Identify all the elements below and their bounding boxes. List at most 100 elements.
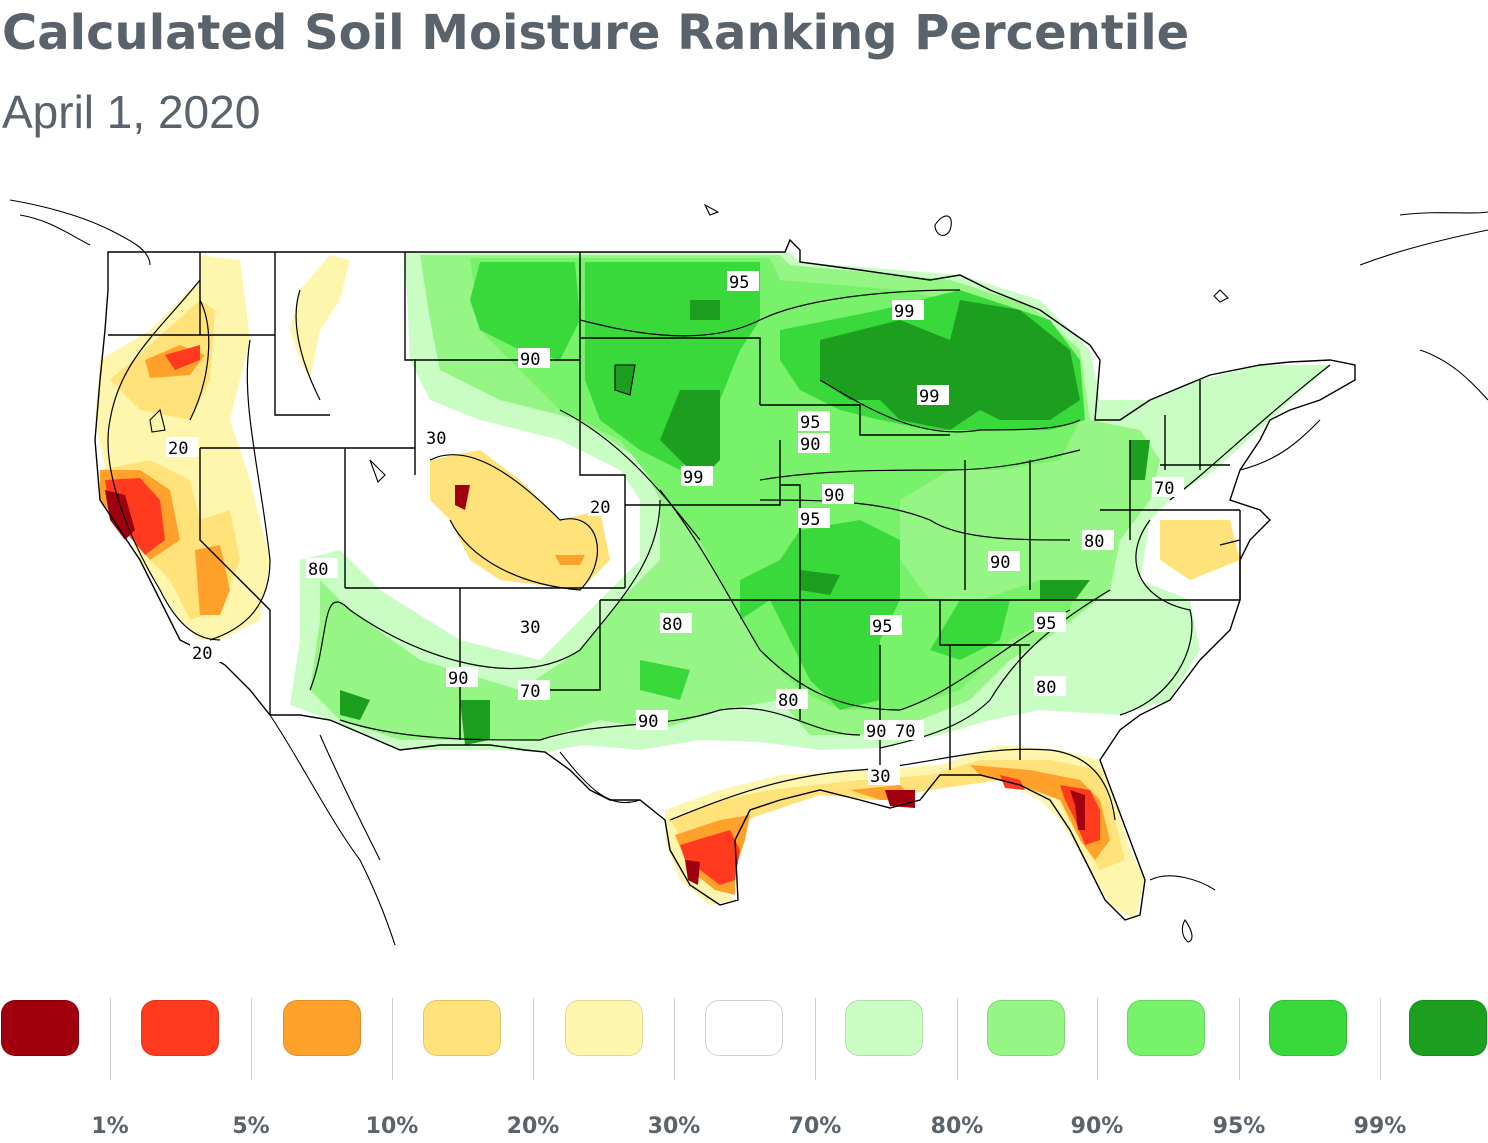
region-west-5pct bbox=[105, 345, 200, 555]
contour-label-80-carolina: 80 bbox=[1034, 676, 1066, 698]
svg-text:95: 95 bbox=[729, 273, 749, 293]
contour-label-90-arizona: 90 bbox=[446, 667, 478, 689]
svg-text:30: 30 bbox=[520, 618, 540, 638]
svg-text:80: 80 bbox=[1036, 678, 1056, 698]
contour-label-99-north: 99 bbox=[892, 300, 924, 322]
contour-label-90-plains: 90 bbox=[798, 433, 830, 455]
svg-text:80: 80 bbox=[778, 691, 798, 711]
soil-moisture-map: 95 99 90 99 95 90 99 90 95 70 30 20 20 8… bbox=[9, 199, 1488, 946]
legend-tick-80pct: 80% bbox=[930, 1114, 984, 1139]
svg-text:90: 90 bbox=[800, 435, 820, 455]
map-title: Calculated Soil Moisture Ranking Percent… bbox=[2, 5, 1190, 61]
legend-swatch-1 bbox=[1, 1000, 79, 1056]
contour-label-30-gulf: 30 bbox=[868, 765, 900, 787]
legend-divider bbox=[110, 998, 111, 1080]
svg-text:30: 30 bbox=[870, 767, 890, 787]
contour-label-95-kentucky: 95 bbox=[1034, 612, 1066, 634]
svg-text:70: 70 bbox=[520, 682, 540, 702]
percentile-legend: 1% 5% 10% 20% 30% 70% 80% 90% 95% 99% bbox=[0, 990, 1488, 1143]
svg-text:95: 95 bbox=[800, 510, 820, 530]
contour-label-20-california: 20 bbox=[190, 642, 222, 664]
legend-tick-95pct: 95% bbox=[1212, 1114, 1266, 1139]
legend-tick-5pct: 5% bbox=[232, 1114, 270, 1139]
legend-swatch-5 bbox=[565, 1000, 643, 1056]
legend-divider bbox=[392, 998, 393, 1080]
svg-text:80: 80 bbox=[308, 560, 328, 580]
legend-divider bbox=[1097, 998, 1098, 1080]
svg-text:99: 99 bbox=[683, 468, 703, 488]
map-date: April 1, 2020 bbox=[2, 86, 261, 138]
contour-label-90-ohio: 90 bbox=[988, 551, 1020, 573]
contour-label-70-louisiana: 70 bbox=[894, 720, 924, 742]
contour-label-30-utah: 30 bbox=[424, 427, 456, 449]
region-top-pct bbox=[340, 300, 1150, 745]
legend-divider bbox=[674, 998, 675, 1080]
legend-divider bbox=[1239, 998, 1240, 1080]
legend-swatch-10 bbox=[1269, 1000, 1347, 1056]
svg-text:95: 95 bbox=[872, 617, 892, 637]
svg-text:30: 30 bbox=[426, 429, 446, 449]
svg-text:80: 80 bbox=[1084, 532, 1104, 552]
svg-text:90: 90 bbox=[638, 712, 658, 732]
legend-tick-20pct: 20% bbox=[506, 1114, 560, 1139]
legend-swatch-4 bbox=[423, 1000, 501, 1056]
legend-tick-30pct: 30% bbox=[647, 1114, 701, 1139]
contour-label-99-nebraska: 99 bbox=[681, 466, 713, 488]
legend-divider bbox=[957, 998, 958, 1080]
contour-label-90-louisiana: 90 bbox=[864, 720, 894, 742]
contour-label-95-plains: 95 bbox=[798, 411, 830, 433]
svg-text:99: 99 bbox=[894, 302, 914, 322]
contour-label-95-north: 95 bbox=[727, 271, 759, 293]
svg-text:20: 20 bbox=[192, 644, 212, 664]
us-outline bbox=[94, 238, 1356, 921]
contour-label-95-kansas: 95 bbox=[798, 508, 830, 530]
svg-text:99: 99 bbox=[919, 387, 939, 407]
contour-label-20-oregon: 20 bbox=[166, 437, 198, 459]
contour-label-80-penn: 80 bbox=[1082, 530, 1114, 552]
svg-text:90: 90 bbox=[990, 553, 1010, 573]
region-gulf-5pct bbox=[680, 775, 1100, 885]
contour-label-70-newmexico: 70 bbox=[518, 680, 550, 702]
contour-label-20-colorado: 20 bbox=[588, 496, 620, 518]
legend-swatch-9 bbox=[1127, 1000, 1205, 1056]
legend-swatch-8 bbox=[987, 1000, 1065, 1056]
legend-swatch-2 bbox=[141, 1000, 219, 1056]
svg-text:95: 95 bbox=[800, 413, 820, 433]
svg-text:20: 20 bbox=[590, 498, 610, 518]
legend-swatch-6 bbox=[705, 1000, 783, 1056]
legend-swatch-11 bbox=[1409, 1000, 1487, 1056]
svg-text:95: 95 bbox=[1036, 614, 1056, 634]
legend-divider bbox=[251, 998, 252, 1080]
contour-label-80-oklahoma: 80 bbox=[660, 613, 692, 635]
legend-tick-10pct: 10% bbox=[365, 1114, 419, 1139]
neighbor-coastlines bbox=[9, 199, 1488, 946]
contour-label-90-montana: 90 bbox=[518, 348, 550, 370]
svg-text:90: 90 bbox=[448, 669, 468, 689]
contour-labels: 95 99 90 99 95 90 99 90 95 70 30 20 20 8… bbox=[166, 271, 1184, 787]
contour-label-90-kansas: 90 bbox=[822, 484, 854, 506]
contour-label-30-newmexico: 30 bbox=[518, 616, 550, 638]
legend-swatch-3 bbox=[283, 1000, 361, 1056]
legend-divider bbox=[815, 998, 816, 1080]
svg-text:90: 90 bbox=[824, 486, 844, 506]
percentile-fills bbox=[95, 252, 1330, 920]
contour-label-80-nevada: 80 bbox=[306, 558, 338, 580]
legend-swatch-7 bbox=[845, 1000, 923, 1056]
contour-lines bbox=[107, 279, 1331, 821]
legend-divider bbox=[1380, 998, 1381, 1080]
svg-text:80: 80 bbox=[662, 615, 682, 635]
contour-label-80-texas: 80 bbox=[776, 689, 808, 711]
region-west-10pct bbox=[100, 345, 585, 615]
contour-label-70-northeast: 70 bbox=[1152, 477, 1184, 499]
svg-text:90: 90 bbox=[520, 350, 540, 370]
legend-tick-99pct: 99% bbox=[1353, 1114, 1407, 1139]
svg-text:70: 70 bbox=[895, 722, 915, 742]
svg-text:70: 70 bbox=[1154, 479, 1174, 499]
boundaries bbox=[94, 238, 1356, 921]
legend-tick-1pct: 1% bbox=[91, 1114, 129, 1139]
legend-tick-70pct: 70% bbox=[788, 1114, 842, 1139]
legend-tick-90pct: 90% bbox=[1070, 1114, 1124, 1139]
contour-label-95-missouri: 95 bbox=[870, 615, 902, 637]
svg-text:90: 90 bbox=[866, 722, 886, 742]
legend-divider bbox=[533, 998, 534, 1080]
